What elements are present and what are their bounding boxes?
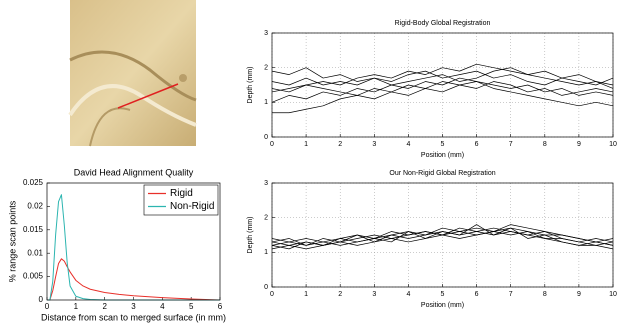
x-axis-label: Position (mm) bbox=[421, 302, 464, 309]
y-axis-label: Depth (mm) bbox=[247, 67, 254, 104]
x-tick-label: 1 bbox=[304, 141, 308, 148]
x-tick-label: 4 bbox=[406, 141, 410, 148]
x-tick-label: 0 bbox=[270, 141, 274, 148]
y-tick-label: 1 bbox=[264, 249, 268, 256]
y-tick-label: 3 bbox=[264, 30, 268, 37]
x-tick-label: 4 bbox=[406, 291, 410, 298]
x-tick-label: 1 bbox=[74, 302, 79, 311]
chart-title: Rigid-Body Global Registration bbox=[395, 20, 491, 27]
y-tick-label: 0 bbox=[264, 284, 268, 291]
y-axis-label: % range scan points bbox=[7, 200, 17, 282]
figure: 0 0.005 0.01 0.015 0.02 0.025 0 1 2 3 4 5 6 David Hea… bbox=[0, 0, 623, 329]
legend-label: Non-Rigid bbox=[170, 201, 214, 212]
x-tick-label: 6 bbox=[218, 302, 223, 311]
y-tick-label: 2 bbox=[264, 65, 268, 72]
y-tick-label: 0.02 bbox=[27, 202, 43, 211]
x-tick-label: 8 bbox=[543, 141, 547, 148]
y-tick-label: 1 bbox=[264, 99, 268, 106]
chart-title: David Head Alignment Quality bbox=[74, 167, 194, 177]
chart-title: Our Non-Rigid Global Registration bbox=[389, 170, 495, 177]
x-tick-label: 8 bbox=[543, 291, 547, 298]
scan-image bbox=[70, 0, 196, 146]
x-tick-label: 1 bbox=[304, 291, 308, 298]
y-tick-label: 0.005 bbox=[23, 272, 44, 281]
x-axis-label: Position (mm) bbox=[421, 152, 464, 159]
x-tick-label: 9 bbox=[577, 141, 581, 148]
x-tick-label: 9 bbox=[577, 291, 581, 298]
y-tick-label: 0.025 bbox=[23, 178, 44, 187]
x-tick-label: 3 bbox=[372, 291, 376, 298]
x-tick-label: 7 bbox=[509, 141, 513, 148]
y-tick-label: 0 bbox=[264, 134, 268, 141]
x-axis-label: Distance from scan to merged surface (in… bbox=[41, 312, 226, 322]
legend-label: Rigid bbox=[170, 188, 193, 199]
x-tick-label: 2 bbox=[338, 141, 342, 148]
x-tick-label: 4 bbox=[160, 302, 165, 311]
x-tick-label: 0 bbox=[45, 302, 50, 311]
chart: 0 1 2 3 0 1 2 3 4 5 6 7 8 9 10 Our Non-Rigid Global Reg… bbox=[247, 170, 617, 309]
x-tick-label: 6 bbox=[475, 291, 479, 298]
y-tick-label: 0 bbox=[39, 295, 44, 304]
x-tick-label: 10 bbox=[609, 141, 617, 148]
x-tick-label: 3 bbox=[372, 141, 376, 148]
y-tick-label: 2 bbox=[264, 215, 268, 222]
x-tick-label: 5 bbox=[441, 141, 445, 148]
x-tick-label: 2 bbox=[338, 291, 342, 298]
x-tick-label: 5 bbox=[189, 302, 194, 311]
y-axis-label: Depth (mm) bbox=[247, 217, 254, 254]
x-tick-label: 6 bbox=[475, 141, 479, 148]
x-tick-label: 5 bbox=[441, 291, 445, 298]
x-tick-label: 10 bbox=[609, 291, 617, 298]
chart: 0 1 2 3 0 1 2 3 4 5 6 7 8 9 10 Rigid-Body Global Regist… bbox=[247, 20, 617, 159]
x-tick-label: 2 bbox=[102, 302, 107, 311]
x-tick-label: 3 bbox=[131, 302, 136, 311]
x-tick-label: 7 bbox=[509, 291, 513, 298]
chart: 0 0.005 0.01 0.015 0.02 0.025 0 1 2 3 4 5 6 David Hea… bbox=[7, 167, 226, 322]
x-tick-label: 0 bbox=[270, 291, 274, 298]
y-tick-label: 3 bbox=[264, 180, 268, 187]
y-tick-label: 0.01 bbox=[27, 248, 43, 257]
y-tick-label: 0.015 bbox=[23, 225, 44, 234]
